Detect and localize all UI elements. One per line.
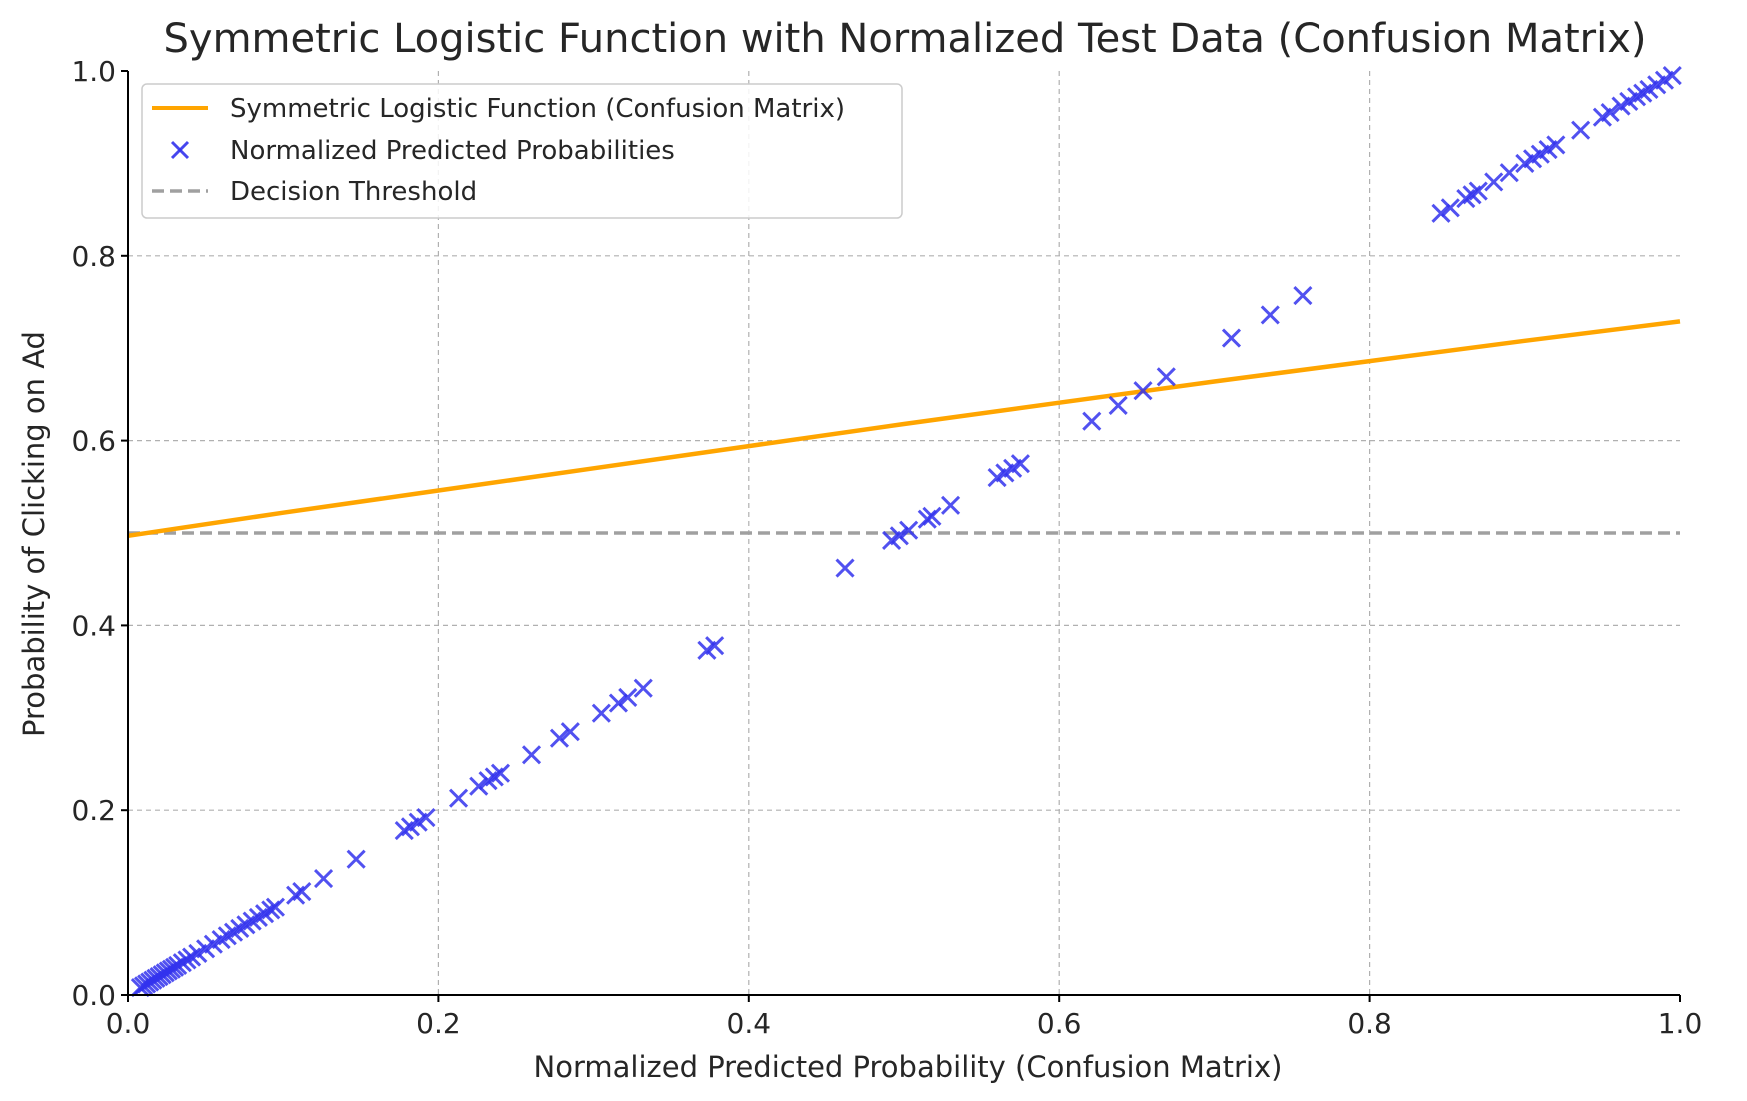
scatter-point [1499,163,1519,183]
scatter-point [1440,198,1460,218]
line-layer [127,319,1681,539]
scatter-point [469,776,489,796]
legend-label-predicted: Normalized Predicted Probabilities [230,136,675,166]
x-axis-label: Normalized Predicted Probability (Confus… [534,1050,1283,1084]
scatter-point [265,897,286,917]
scatter-point [490,763,511,783]
x-tick-label: 0.6 [1037,1007,1082,1040]
y-tick-label: 0.6 [71,425,116,458]
x-tick-label: 0.2 [416,1007,461,1040]
scatter-point [922,506,942,526]
scatter-point [1600,103,1620,123]
scatter-point [1546,135,1566,155]
scatter-point [618,687,638,708]
scatter-point [633,678,653,698]
scatter-point [521,745,542,765]
scatter-point [549,728,570,748]
scatter-point [608,693,628,713]
x-tick-label: 0.8 [1347,1007,1392,1040]
axes-spines [127,71,1680,996]
scatter-point [1221,328,1242,348]
x-axis-ticks: 0.0 0.2 0.4 0.6 0.8 1.0 [106,995,1703,1040]
logistic-function-line [127,319,1681,539]
scatter-point [940,495,961,515]
scatter-point [1082,411,1102,431]
scatter-point [899,520,919,540]
grid [128,71,1680,995]
scatter-point [1484,172,1504,192]
chart-title: Symmetric Logistic Function with Normali… [164,16,1647,62]
scatter-point [1293,285,1313,306]
y-tick-label: 1.0 [71,55,116,88]
scatter-point [705,636,725,656]
scatter-point [449,788,469,808]
legend-frame [141,83,903,219]
legend-label-threshold: Decision Threshold [230,177,477,207]
scatter-point [1108,395,1128,416]
y-tick-label: 0.2 [71,794,116,827]
scatter-point [1662,66,1682,86]
y-tick-label: 0.4 [71,609,116,642]
x-tick-label: 0.0 [106,1007,151,1040]
legend-label-logistic: Symmetric Logistic Function (Confusion M… [230,94,845,124]
scatter-point [1156,367,1176,387]
legend: Symmetric Logistic Function (Confusion M… [141,83,903,219]
x-tick-label: 0.4 [727,1007,772,1040]
y-axis-ticks: 0.0 0.2 0.4 0.6 0.8 1.0 [71,55,128,1012]
scatter-point [889,526,909,546]
y-tick-label: 0.8 [71,240,116,273]
scatter-point [313,869,334,889]
scatter-point [560,722,580,742]
scatter-point [1468,181,1488,201]
scatter-point [591,703,611,723]
scatter-point [1133,381,1153,401]
scatter-point [292,881,312,902]
scatter-point [346,849,366,869]
scatter-point [416,808,436,828]
scatter-point [835,558,855,578]
scatter-point [1431,203,1451,223]
y-tick-label: 0.0 [71,979,116,1012]
scatter-layer [130,66,1682,998]
scatter-point [1571,120,1591,140]
y-axis-label: Probability of Clicking on Ad [17,331,51,737]
scatter-point [1260,305,1280,325]
x-tick-label: 1.0 [1658,1007,1703,1040]
legend-x-marker-swatch [170,140,190,160]
scatter-point [1010,454,1030,474]
